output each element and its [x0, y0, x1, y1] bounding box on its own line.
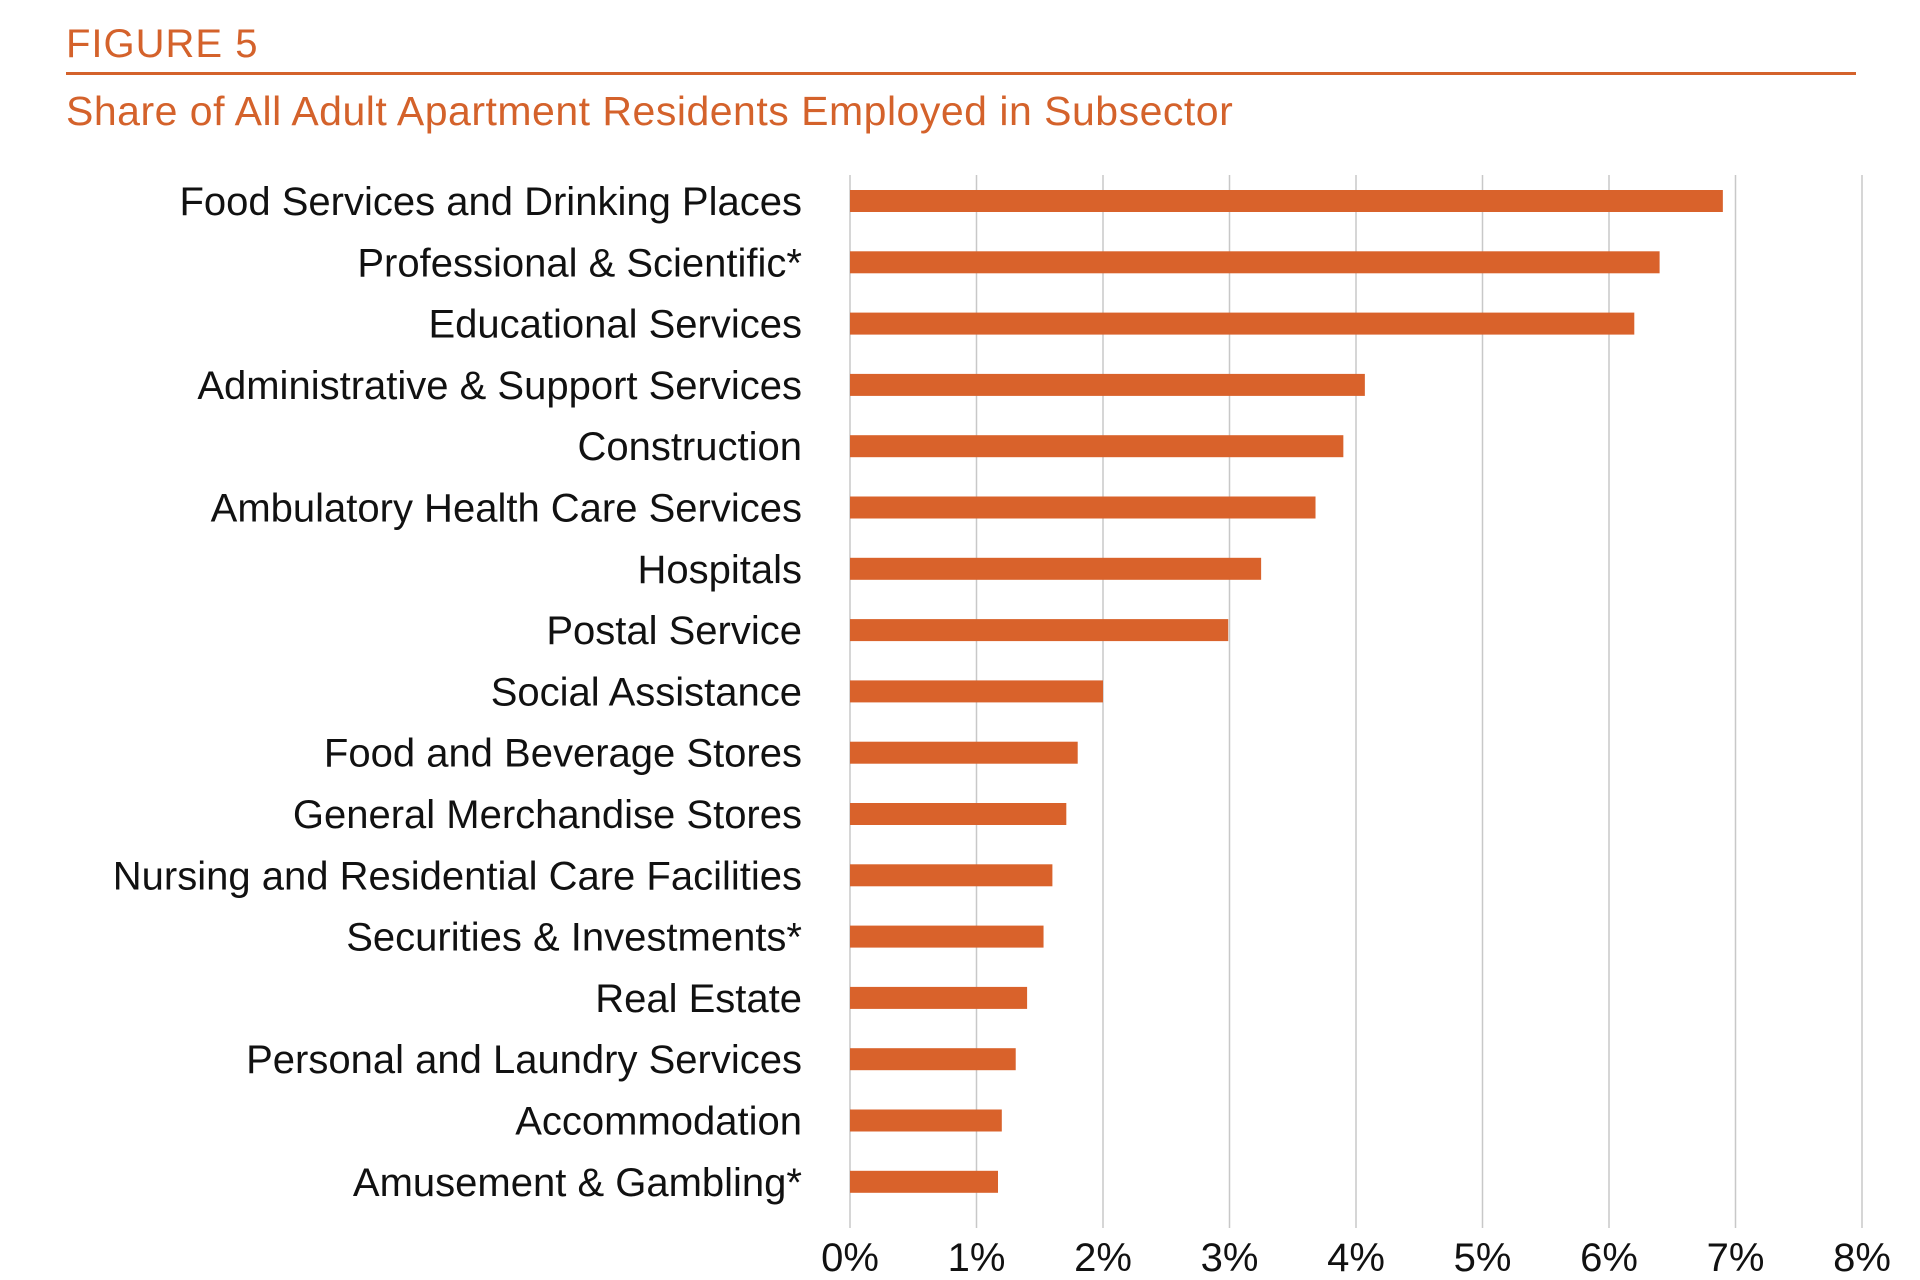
x-tick-label: 0%: [821, 1236, 879, 1280]
bar: [850, 312, 1635, 335]
x-tick-label: 5%: [1454, 1236, 1512, 1280]
x-axis-tick-labels: 0% 1% 2% 3% 4% 5% 6% 7% 8%: [821, 1236, 1891, 1280]
x-tick-label: 3%: [1201, 1236, 1259, 1280]
category-label: Administrative & Support Services: [197, 364, 802, 408]
x-tick-label: 1%: [948, 1236, 1006, 1280]
figure-label: FIGURE 5: [66, 22, 259, 66]
category-label: Personal and Laundry Services: [246, 1038, 802, 1082]
category-label: Food and Beverage Stores: [324, 732, 802, 776]
bars: [850, 190, 1723, 1193]
bar: [850, 557, 1262, 580]
bar: [850, 496, 1316, 519]
bar: [850, 741, 1078, 764]
bar: [850, 864, 1053, 887]
bar: [850, 986, 1028, 1009]
category-label: Real Estate: [595, 977, 802, 1021]
category-label: Educational Services: [428, 303, 802, 347]
bar: [850, 435, 1344, 458]
bar: [850, 680, 1103, 703]
x-tick-label: 7%: [1707, 1236, 1765, 1280]
category-label: Accommodation: [515, 1100, 802, 1144]
category-label: General Merchandise Stores: [293, 793, 802, 837]
category-label: Securities & Investments*: [346, 916, 802, 960]
bar: [850, 1048, 1016, 1071]
category-labels: Food Services and Drinking Places Profess…: [113, 180, 802, 1205]
bar: [850, 373, 1365, 396]
title-divider: [66, 72, 1856, 75]
chart-title: Share of All Adult Apartment Residents E…: [66, 88, 1234, 134]
bar: [850, 619, 1229, 642]
category-label: Construction: [577, 425, 802, 469]
x-tick-label: 8%: [1833, 1236, 1891, 1280]
category-label: Social Assistance: [491, 670, 802, 714]
category-label: Hospitals: [637, 548, 802, 592]
bar: [850, 1109, 1002, 1132]
bar: [850, 925, 1044, 948]
category-label: Amusement & Gambling*: [353, 1161, 802, 1205]
bar: [850, 190, 1723, 212]
category-label: Postal Service: [546, 609, 802, 653]
bar: [850, 251, 1660, 274]
x-tick-label: 6%: [1580, 1236, 1638, 1280]
category-label: Food Services and Drinking Places: [179, 180, 802, 224]
bar: [850, 1170, 999, 1193]
x-tick-label: 2%: [1074, 1236, 1132, 1280]
category-label: Nursing and Residential Care Facilities: [113, 854, 802, 898]
category-label: Professional & Scientific*: [357, 241, 802, 285]
bar: [850, 803, 1067, 825]
grid-lines: [849, 175, 1863, 1228]
category-label: Ambulatory Health Care Services: [211, 487, 802, 531]
x-tick-label: 4%: [1327, 1236, 1385, 1280]
